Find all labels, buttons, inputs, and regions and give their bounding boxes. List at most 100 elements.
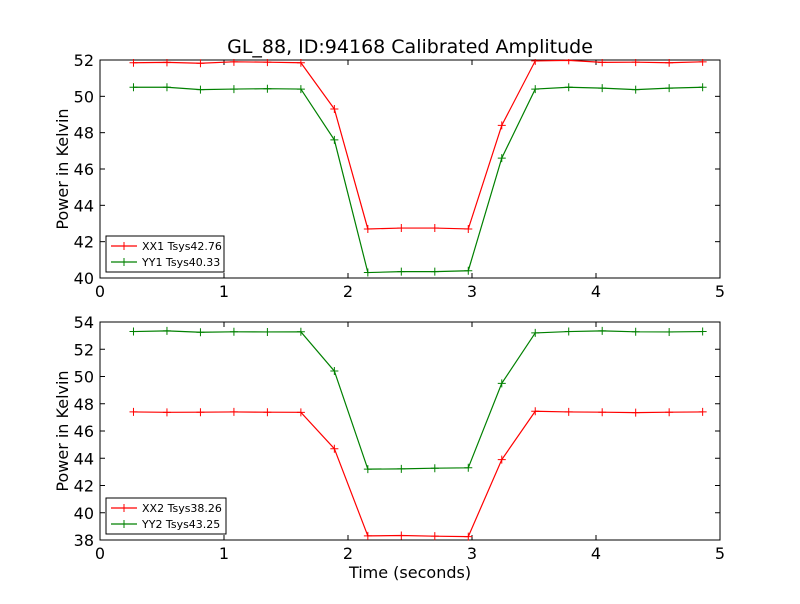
y-tick-label: 40 xyxy=(74,504,94,523)
y-tick-label: 44 xyxy=(74,196,94,215)
x-tick-label: 2 xyxy=(343,282,353,301)
data-point xyxy=(229,59,238,66)
data-point xyxy=(665,84,674,93)
series-line xyxy=(133,86,703,274)
data-point xyxy=(598,84,607,93)
data-point xyxy=(162,83,171,92)
data-point xyxy=(564,83,573,92)
series-line xyxy=(133,410,703,538)
data-point xyxy=(296,327,305,336)
data-point xyxy=(397,224,406,233)
legend-label: XX1 Tsys42.76 xyxy=(142,240,222,253)
legend-label: XX2 Tsys38.26 xyxy=(142,502,222,515)
data-point xyxy=(464,532,473,541)
data-point xyxy=(631,85,640,94)
x-tick-label: 1 xyxy=(219,282,229,301)
y-tick-label: 46 xyxy=(74,422,94,441)
series-1 xyxy=(129,59,707,233)
x-tick-label: 4 xyxy=(591,544,601,563)
y-tick-label: 44 xyxy=(74,449,94,468)
x-tick-label: 4 xyxy=(591,282,601,301)
data-point xyxy=(397,267,406,276)
data-point xyxy=(564,327,573,336)
series-1 xyxy=(129,407,707,541)
series-line xyxy=(133,330,703,470)
y-tick-label: 40 xyxy=(74,269,94,288)
legend: XX2 Tsys38.26 YY2 Tsys43.25 xyxy=(105,497,227,535)
data-point xyxy=(497,379,506,388)
data-point xyxy=(263,59,272,67)
legend-label: YY1 Tsys40.33 xyxy=(141,256,220,269)
data-point xyxy=(162,59,171,67)
legend-marker xyxy=(120,520,128,528)
data-point xyxy=(430,464,439,473)
y-tick-label: 42 xyxy=(74,477,94,496)
data-point xyxy=(296,85,305,94)
x-tick-label: 3 xyxy=(467,282,477,301)
data-point xyxy=(397,464,406,473)
data-point xyxy=(598,326,607,335)
data-point xyxy=(631,59,640,67)
data-point xyxy=(430,532,439,541)
data-point xyxy=(598,408,607,417)
data-point xyxy=(263,408,272,417)
data-point xyxy=(464,463,473,472)
plot-panel-2: 0 1 2 3 4 5 38 40 42 44 46 48 50 52 54 Power in Kelvin T… xyxy=(53,313,725,582)
y-tick-label: 52 xyxy=(74,340,94,359)
data-point xyxy=(363,531,372,540)
legend-box xyxy=(105,497,227,535)
data-point xyxy=(196,328,205,337)
data-point xyxy=(196,59,205,68)
x-tick-label: 0 xyxy=(95,282,105,301)
legend-marker xyxy=(120,504,128,512)
y-tick-label: 46 xyxy=(74,160,94,179)
data-point xyxy=(363,465,372,474)
data-point xyxy=(464,224,473,233)
data-point xyxy=(531,407,540,416)
y-axis-label: Power in Kelvin xyxy=(53,370,72,491)
data-point xyxy=(229,407,238,416)
data-point xyxy=(564,59,573,65)
data-point xyxy=(330,367,339,376)
x-axis-label: Time (seconds) xyxy=(348,563,471,582)
data-point xyxy=(129,327,138,336)
data-point xyxy=(397,531,406,540)
data-point xyxy=(129,59,138,67)
data-point xyxy=(129,407,138,416)
data-point xyxy=(531,328,540,337)
data-point xyxy=(631,327,640,336)
series-2 xyxy=(129,326,707,474)
data-point xyxy=(330,135,339,144)
data-point xyxy=(296,408,305,417)
x-tick-label: 0 xyxy=(95,544,105,563)
data-point xyxy=(129,83,138,92)
data-point xyxy=(531,85,540,94)
data-point xyxy=(430,224,439,233)
data-point xyxy=(497,121,506,130)
y-tick-label: 50 xyxy=(74,87,94,106)
data-point xyxy=(665,59,674,67)
y-tick-label: 52 xyxy=(74,51,94,70)
legend-label: YY2 Tsys43.25 xyxy=(141,518,220,531)
x-tick-label: 3 xyxy=(467,544,477,563)
data-point xyxy=(698,59,707,66)
legend-box xyxy=(105,235,225,273)
y-axis-label: Power in Kelvin xyxy=(53,108,72,229)
data-point xyxy=(564,407,573,416)
data-point xyxy=(263,84,272,93)
data-point xyxy=(631,408,640,417)
data-point xyxy=(698,327,707,336)
y-tick-label: 38 xyxy=(74,531,94,550)
data-point xyxy=(196,408,205,417)
y-tick-label: 48 xyxy=(74,395,94,414)
data-point xyxy=(598,59,607,67)
chart-title: GL_88, ID:94168 Calibrated Amplitude xyxy=(227,36,593,58)
data-point xyxy=(229,85,238,94)
data-point xyxy=(665,327,674,336)
x-tick-label: 5 xyxy=(715,544,725,563)
y-tick-label: 54 xyxy=(74,313,94,332)
data-point xyxy=(330,105,339,114)
data-point xyxy=(363,268,372,277)
